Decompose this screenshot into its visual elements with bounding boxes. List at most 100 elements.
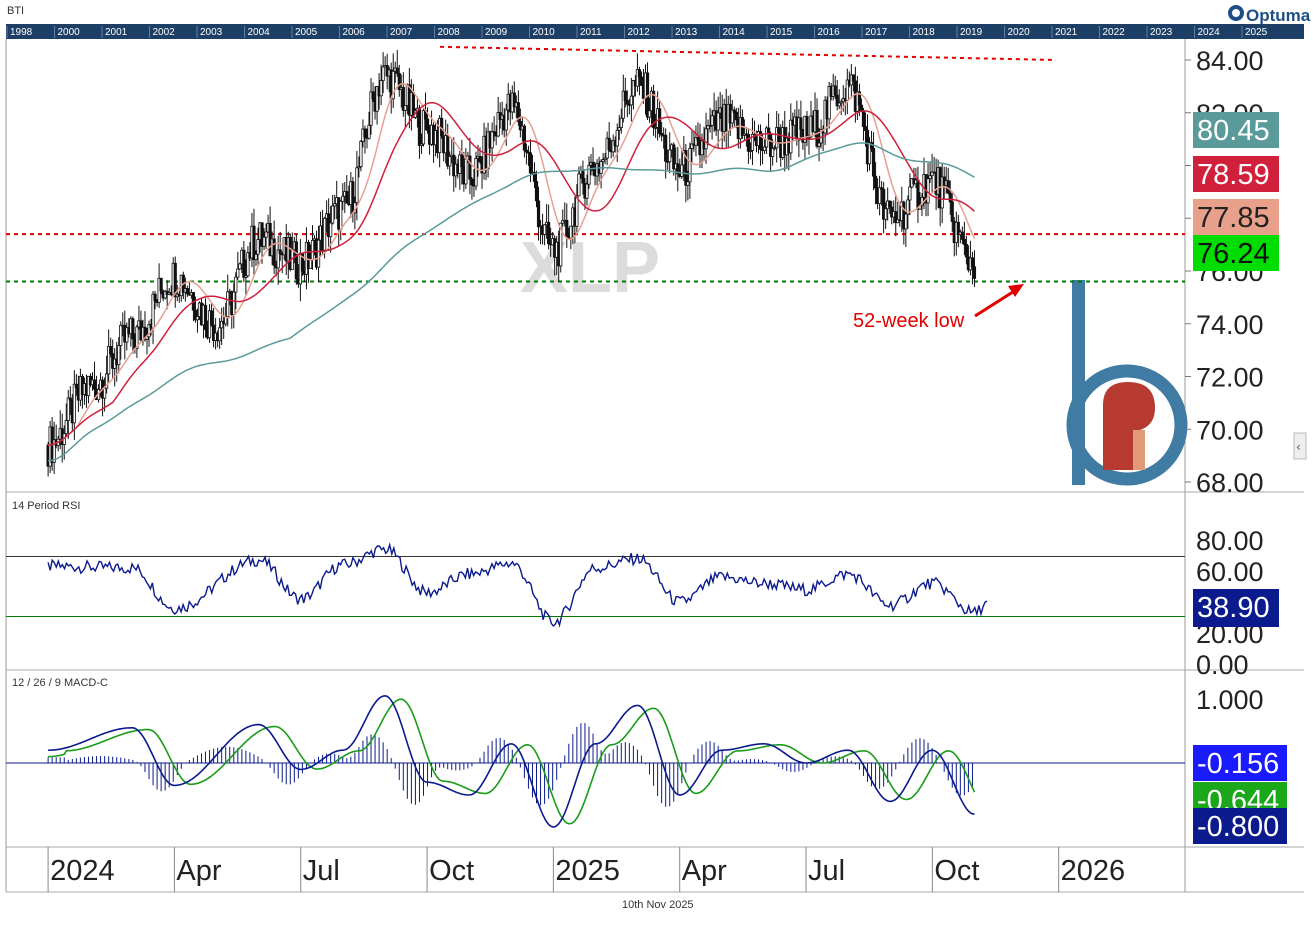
candle-body [706, 124, 710, 130]
candle-body [894, 211, 898, 224]
candle-body [264, 231, 268, 238]
candle-body [672, 144, 676, 170]
candle-body [355, 167, 359, 204]
overview-year-label: 2005 [295, 27, 318, 38]
overview-year-label: 2024 [1198, 27, 1221, 38]
candle-body [716, 112, 720, 131]
candle-body [185, 288, 189, 295]
chevron-left-icon[interactable]: ‹ [1296, 440, 1301, 454]
candle-body [660, 133, 664, 136]
candle-body [635, 69, 640, 87]
candle-body [561, 220, 565, 224]
candle-body [651, 90, 656, 128]
candle-body [425, 118, 430, 131]
candle-body [359, 140, 363, 168]
candle-body [516, 102, 520, 122]
overview-years: 1998 2000 2001 2002 2003 2004 2005 2006 2007 2008… [6, 26, 1268, 38]
candle-body [256, 239, 260, 255]
candle-body [764, 127, 769, 148]
candle-body [254, 253, 258, 261]
candle-body [397, 73, 401, 90]
rsi-tick-label: 60.00 [1196, 557, 1264, 587]
macd-value-badge [1193, 745, 1287, 781]
candle-body [218, 327, 222, 342]
candle-body [153, 293, 157, 301]
overview-year-label: 2011 [580, 27, 602, 38]
candle-body [226, 291, 230, 318]
candle-body [375, 86, 379, 112]
candle-body [615, 129, 619, 147]
candle-body [581, 170, 585, 184]
candle-body [159, 277, 163, 292]
candle-body [930, 171, 934, 177]
overview-year-label: 2002 [153, 27, 176, 38]
x-tick-label: Apr [682, 855, 727, 887]
rsi-line [47, 542, 988, 628]
overview-year-label: 2025 [1245, 27, 1268, 38]
candle-body [371, 91, 375, 100]
value-badge [1193, 156, 1279, 192]
candle-body [748, 150, 753, 152]
ma-long-line [48, 142, 975, 462]
scroll-handle[interactable] [1293, 432, 1307, 460]
candle-body [940, 176, 944, 209]
candle-body [964, 244, 968, 258]
candle-body [195, 316, 200, 321]
candle-body [621, 90, 625, 119]
overview-year-label: 2013 [675, 27, 698, 38]
x-tick-label: Oct [429, 855, 474, 887]
candle-body [906, 199, 910, 215]
overview-year-label: 2014 [723, 27, 746, 38]
candle-body [119, 324, 123, 346]
overview-year-label: 2004 [248, 27, 271, 38]
annotation-arrow [974, 288, 1017, 318]
x-tick-label: Oct [934, 855, 979, 887]
candle-body [950, 201, 954, 222]
candle-body [528, 152, 533, 174]
candle-body [827, 85, 831, 120]
candle-body [421, 110, 426, 145]
candle-body [653, 126, 658, 129]
candle-body [339, 200, 343, 230]
candle-body [805, 115, 809, 138]
price-tick-label: 72.00 [1196, 363, 1264, 393]
candle-body [276, 249, 280, 269]
candle-body [308, 258, 313, 269]
candle-body [688, 148, 692, 183]
candle-body [272, 238, 276, 266]
candle-body [238, 263, 242, 270]
candle-body [341, 195, 345, 202]
candle-body [758, 131, 763, 150]
macd-value-badge [1193, 808, 1287, 844]
candle-body [916, 179, 920, 210]
overview-year-label: 2009 [485, 27, 508, 38]
price-tick-label: 84.00 [1196, 46, 1264, 76]
overview-year-label: 2017 [865, 27, 888, 38]
candle-body [125, 327, 129, 343]
overview-bar[interactable] [6, 24, 1304, 39]
candle-body [109, 345, 113, 355]
candle-body [861, 111, 866, 127]
candle-body [807, 136, 811, 139]
overview-year-label: 2006 [343, 27, 366, 38]
rsi-value-label: 38.90 [1197, 592, 1270, 624]
candle-body [117, 345, 121, 366]
candle-body [536, 200, 541, 228]
overview-year-label: 2023 [1150, 27, 1173, 38]
price-tick-label: 74.00 [1196, 310, 1264, 340]
candle-body [107, 345, 111, 375]
candle-body [773, 147, 777, 150]
macd-line [48, 694, 975, 828]
candle-body [294, 241, 298, 280]
overview-year-label: 2018 [913, 27, 936, 38]
candle-body [625, 100, 629, 105]
candle-body [143, 326, 147, 340]
candle-body [904, 213, 908, 230]
candle-body [278, 249, 282, 254]
rsi-tick-label: 0.00 [1196, 650, 1249, 680]
overview-year-label: 2000 [58, 27, 81, 38]
candle-body [448, 156, 452, 167]
rsi-value-badge [1193, 589, 1279, 627]
